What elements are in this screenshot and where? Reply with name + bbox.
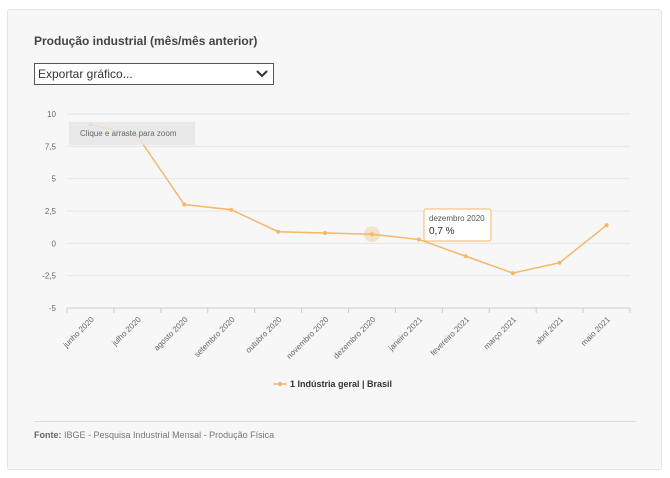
chart-card [7, 9, 662, 470]
x-tick-label: março 2021 [482, 315, 519, 352]
data-point[interactable] [416, 237, 421, 242]
data-point[interactable] [369, 232, 374, 237]
x-tick-label: novembro 2020 [285, 315, 331, 361]
y-tick-label: 5 [52, 175, 57, 184]
x-tick-label: julho 2020 [110, 315, 144, 349]
tooltip: dezembro 2020 0,7 % [423, 208, 492, 242]
y-tick-label: 2,5 [45, 207, 57, 216]
series-line-industria-geral [90, 123, 608, 274]
x-tick-label: dezembro 2020 [332, 315, 378, 361]
zoom-hint: Clique e arraste para zoom [69, 122, 195, 145]
legend-item[interactable]: 1 Indústria geral | Brasil [273, 379, 392, 389]
legend-label: 1 Indústria geral | Brasil [290, 379, 392, 389]
y-tick-label: 0 [52, 239, 57, 248]
tooltip-value: 0,7 % [429, 226, 455, 237]
chevron-down-icon [256, 70, 268, 78]
y-tick-label: 7,5 [45, 142, 57, 151]
source-text: IBGE - Pesquisa Industrial Mensal - Prod… [64, 430, 275, 440]
data-point[interactable] [323, 230, 328, 235]
x-tick-label: janeiro 2021 [386, 315, 425, 354]
series-points [88, 122, 609, 276]
x-tick-label: fevereiro 2021 [429, 315, 472, 358]
y-axis-ticks: 10 7,5 5 2,5 0 -2,5 -5 [42, 110, 56, 313]
data-point[interactable] [557, 260, 562, 265]
source-divider [34, 421, 636, 422]
data-point[interactable] [276, 229, 281, 234]
x-tick-label: setembro 2020 [193, 315, 237, 359]
zoom-hint-text: Clique e arraste para zoom [80, 129, 177, 138]
x-axis-labels: junho 2020 julho 2020 agosto 2020 setembro … [61, 315, 613, 361]
y-tick-label: 10 [47, 110, 56, 119]
source-label: Fonte: [34, 430, 62, 440]
y-tick-label: -2,5 [42, 272, 56, 281]
export-select-value: Exportar gráfico... [38, 67, 133, 81]
tooltip-category: dezembro 2020 [429, 214, 485, 223]
data-point[interactable] [604, 223, 609, 228]
data-point[interactable] [229, 207, 234, 212]
y-tick-label: -5 [49, 304, 57, 313]
chart-title: Produção industrial (mês/mês anterior) [34, 34, 258, 48]
x-axis [66, 307, 631, 313]
data-point[interactable] [463, 254, 468, 259]
x-tick-label: abril 2021 [534, 315, 566, 347]
data-point[interactable] [510, 271, 515, 276]
export-chart-select[interactable]: Exportar gráfico... [34, 63, 274, 85]
data-point[interactable] [182, 202, 187, 207]
grid-lines [67, 113, 630, 277]
x-tick-label: maio 2021 [579, 315, 612, 348]
x-tick-label: junho 2020 [61, 315, 96, 350]
x-tick-label: outubro 2020 [244, 315, 284, 355]
legend-marker [278, 382, 282, 386]
source-note: Fonte: IBGE - Pesquisa Industrial Mensal… [34, 430, 274, 440]
x-tick-label: agosto 2020 [152, 315, 190, 353]
